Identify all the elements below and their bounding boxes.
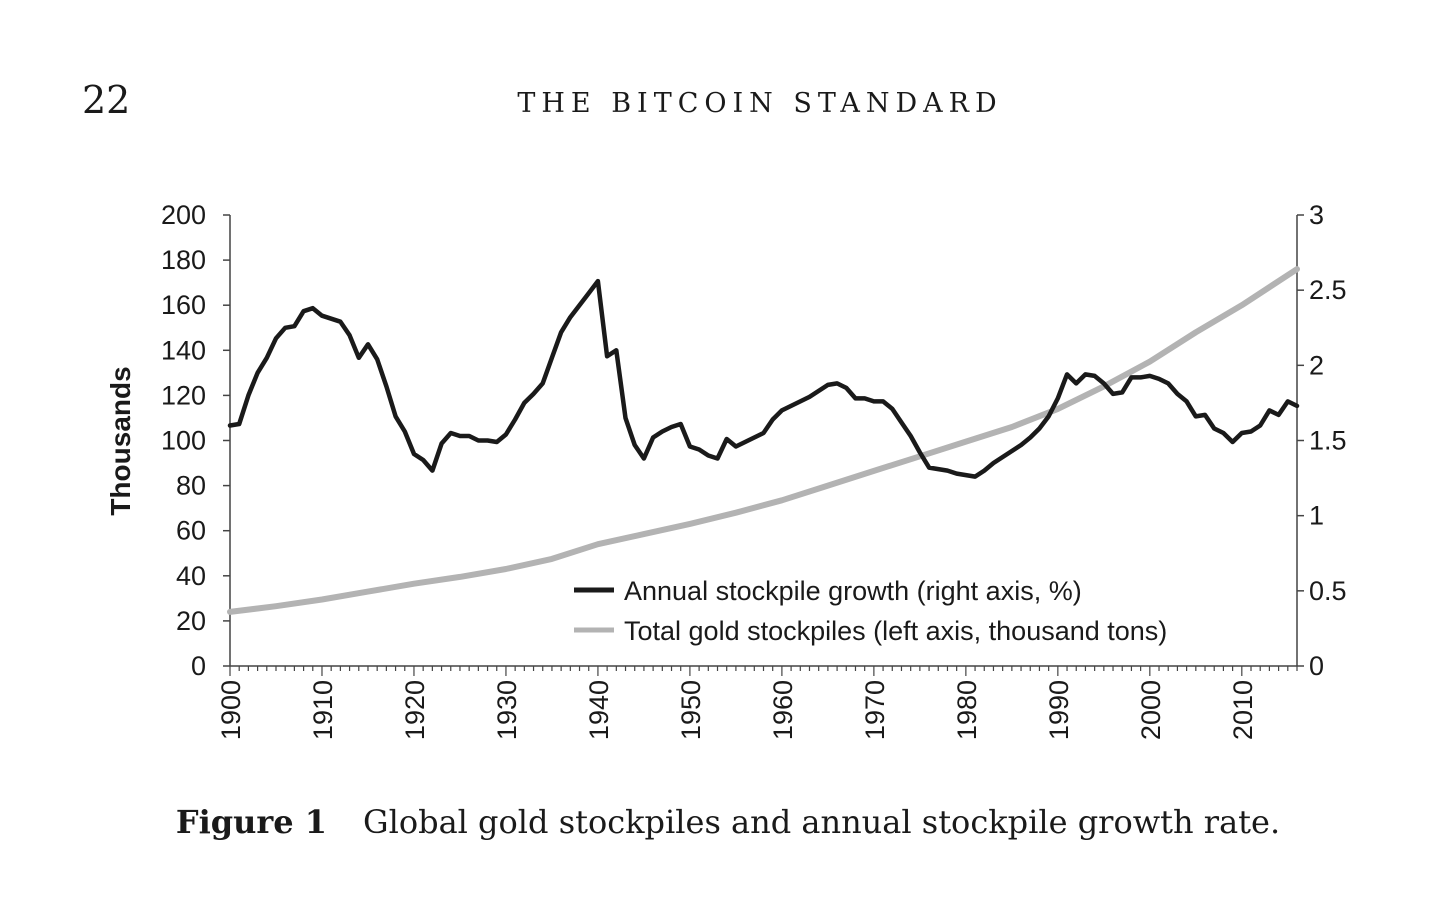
x-tick-label: 1980 bbox=[952, 680, 982, 740]
y-tick-label-right: 0.5 bbox=[1309, 576, 1347, 606]
y-tick-label-left: 20 bbox=[176, 606, 206, 636]
y-tick-label-left: 120 bbox=[161, 380, 206, 410]
y-tick-label-left: 160 bbox=[161, 290, 206, 320]
x-tick-label: 1990 bbox=[1044, 680, 1074, 740]
y-tick-label-left: 0 bbox=[191, 651, 206, 681]
running-title: THE BITCOIN STANDARD bbox=[517, 88, 1003, 119]
x-tick-label: 2000 bbox=[1136, 680, 1166, 740]
y-tick-label-right: 3 bbox=[1309, 200, 1324, 230]
figure-caption: Figure 1 Global gold stockpiles and annua… bbox=[0, 803, 1456, 841]
figure-label: Figure 1 bbox=[175, 803, 328, 841]
x-tick-label: 1950 bbox=[676, 680, 706, 740]
total-stockpile-line bbox=[227, 266, 1300, 615]
x-tick-label: 1930 bbox=[492, 680, 522, 740]
y-tick-label-left: 200 bbox=[161, 200, 206, 230]
growth-rate-line bbox=[227, 278, 1300, 479]
y-tick-label-left: 100 bbox=[161, 426, 206, 456]
chart-legend: Annual stockpile growth (right axis, %) T… bbox=[574, 576, 1167, 646]
gold-stockpile-chart: 02040608010012014016018020000.511.522.53… bbox=[105, 200, 1347, 740]
x-tick-label: 1910 bbox=[308, 680, 338, 740]
y-tick-label-right: 1 bbox=[1309, 501, 1324, 531]
y-tick-label-left: 40 bbox=[176, 561, 206, 591]
y-tick-label-left: 60 bbox=[176, 516, 206, 546]
legend-label-stockpile: Total gold stockpiles (left axis, thousa… bbox=[624, 616, 1167, 646]
chart-series bbox=[227, 266, 1300, 615]
y-tick-label-right: 1.5 bbox=[1309, 426, 1347, 456]
x-tick-label: 1960 bbox=[768, 680, 798, 740]
y-tick-label-left: 140 bbox=[161, 335, 206, 365]
x-tick-label: 1900 bbox=[216, 680, 246, 740]
figure-caption-text: Global gold stockpiles and annual stockp… bbox=[363, 803, 1281, 841]
y-tick-label-left: 180 bbox=[161, 245, 206, 275]
x-tick-label: 2010 bbox=[1228, 680, 1258, 740]
y-tick-label-left: 80 bbox=[176, 471, 206, 501]
x-tick-label: 1940 bbox=[584, 680, 614, 740]
chart-axes: 02040608010012014016018020000.511.522.53… bbox=[161, 200, 1347, 740]
y-tick-label-right: 0 bbox=[1309, 651, 1324, 681]
y-tick-label-right: 2 bbox=[1309, 350, 1324, 380]
x-tick-label: 1920 bbox=[400, 680, 430, 740]
y-tick-label-right: 2.5 bbox=[1309, 275, 1347, 305]
x-tick-label: 1970 bbox=[860, 680, 890, 740]
legend-label-growth: Annual stockpile growth (right axis, %) bbox=[624, 576, 1082, 606]
page-number: 22 bbox=[82, 78, 131, 122]
y-axis-label-left: Thousands bbox=[105, 366, 136, 515]
